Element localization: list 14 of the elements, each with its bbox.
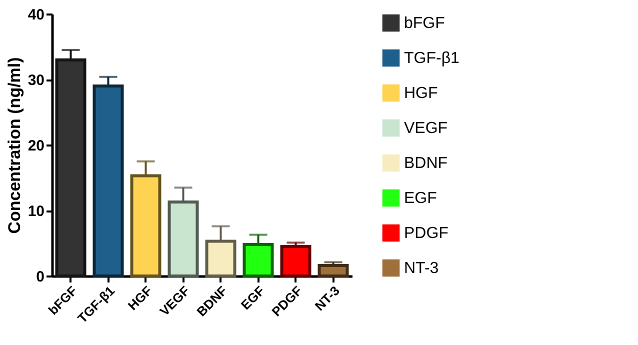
legend-label: HGF — [404, 85, 438, 102]
legend-label: TGF-β1 — [404, 50, 460, 67]
legend-label: EGF — [404, 190, 438, 207]
y-tick-label: 20 — [28, 138, 44, 154]
legend-label: BDNF — [404, 155, 448, 172]
legend-label: bFGF — [404, 15, 446, 32]
y-axis-title: Concentration (ng/ml) — [4, 57, 24, 234]
y-tick-label: 0 — [36, 268, 44, 286]
y-tick-label: 10 — [28, 203, 44, 220]
legend-label: NT-3 — [404, 260, 439, 277]
legend-label: PDGF — [404, 225, 449, 242]
y-tick-label: 30 — [28, 72, 44, 89]
legend-label: VEGF — [404, 120, 448, 137]
y-tick-label: 40 — [28, 6, 44, 24]
